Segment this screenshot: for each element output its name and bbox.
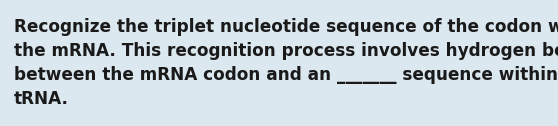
- Text: between the mRNA codon and an _______ sequence within the: between the mRNA codon and an _______ se…: [14, 66, 558, 84]
- Text: tRNA.: tRNA.: [14, 90, 69, 108]
- Text: the mRNA. This recognition process involves hydrogen bonding: the mRNA. This recognition process invol…: [14, 42, 558, 60]
- Text: Recognize the triplet nucleotide sequence of the codon within: Recognize the triplet nucleotide sequenc…: [14, 18, 558, 36]
